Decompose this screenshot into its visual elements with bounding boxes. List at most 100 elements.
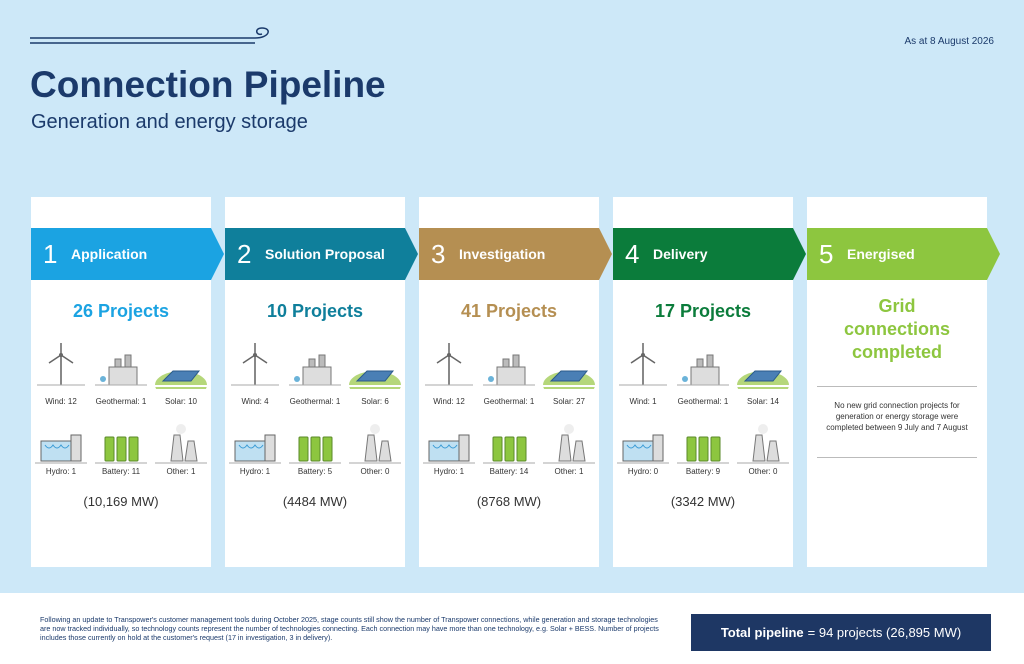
icon-shape	[176, 424, 186, 434]
stage-arrow	[793, 228, 806, 280]
icon-shape	[758, 424, 768, 434]
icon-shape	[558, 434, 572, 462]
icon-shape	[322, 436, 333, 462]
tech-icon	[95, 354, 147, 386]
icon-shape	[488, 376, 494, 382]
tech-icon	[231, 343, 279, 386]
date: As at 8 August 2026	[904, 36, 994, 47]
icon-shape	[549, 370, 589, 382]
stage-number: 1	[43, 238, 58, 269]
stage-card: 3 Investigation 41 Projects Wind: 12 Geother…	[419, 197, 612, 567]
icon-shape	[302, 366, 332, 386]
header-swirl	[30, 27, 269, 44]
icon-shape	[504, 436, 515, 462]
tech-label: Other: 1	[554, 467, 584, 476]
icon-shape	[155, 385, 207, 387]
icon-shape	[161, 370, 201, 382]
tech-icon	[289, 354, 341, 386]
tech-label: Geothermal: 1	[677, 397, 729, 406]
stage-number: 3	[431, 238, 446, 269]
stage-banner: 2 Solution Proposal	[225, 228, 405, 280]
icon-shape	[737, 385, 789, 387]
stage-banner: 3 Investigation	[419, 228, 599, 280]
icon-shape	[706, 354, 714, 368]
icon-shape	[696, 358, 704, 368]
stage-banner: 1 Application	[31, 228, 211, 280]
stage-number: 4	[625, 238, 640, 269]
tech-icon	[349, 424, 401, 464]
tech-label: Battery: 9	[685, 467, 721, 476]
tech-label: Wind: 4	[241, 397, 269, 406]
icon-shape	[100, 376, 106, 382]
icon-shape	[104, 436, 115, 462]
icon-shape	[308, 358, 316, 368]
icon-shape	[370, 424, 380, 434]
icon-shape	[253, 353, 257, 357]
icon-shape	[626, 444, 652, 449]
icon-shape	[294, 376, 300, 382]
icon-shape	[710, 436, 721, 462]
tech-label: Battery: 11	[101, 467, 141, 476]
title: Connection Pipeline	[30, 64, 386, 105]
tech-label: Other: 0	[360, 467, 390, 476]
tech-label: Wind: 1	[629, 397, 657, 406]
tech-icon	[155, 424, 207, 464]
total-label: Total pipeline	[720, 625, 804, 640]
icon-shape	[238, 444, 264, 449]
total-value: = 94 projects (26,895 MW)	[807, 625, 962, 640]
icon-shape	[512, 354, 520, 368]
stage-card: 4 Delivery 17 Projects Wind: 1 Geothermal: 1…	[613, 197, 806, 567]
total-box: Total pipeline = 94 projects (26,895 MW)	[691, 614, 991, 651]
tech-label: Hydro: 1	[45, 467, 77, 476]
tech-icon	[35, 434, 87, 464]
stage-name: Application	[71, 246, 148, 262]
tech-icon	[737, 370, 789, 389]
tech-label: Other: 0	[748, 467, 778, 476]
icon-shape	[652, 434, 664, 462]
icon-shape	[572, 440, 586, 462]
tech-label: Solar: 10	[164, 397, 198, 406]
icon-shape	[124, 354, 132, 368]
tech-icon	[229, 434, 281, 464]
project-count: 17 Projects	[654, 301, 752, 321]
stage-arrow	[987, 228, 1000, 280]
stage-name: Delivery	[653, 246, 708, 262]
icon-shape	[298, 436, 309, 462]
stage-number: 2	[237, 238, 252, 269]
icon-shape	[447, 353, 451, 357]
icon-shape	[116, 436, 127, 462]
tech-label: Hydro: 1	[433, 467, 465, 476]
icon-shape	[690, 366, 720, 386]
tech-label: Solar: 14	[746, 397, 780, 406]
icon-shape	[70, 434, 82, 462]
icon-shape	[432, 444, 458, 449]
stage-card: 2 Solution Proposal 10 Projects Wind: 4 Geot…	[225, 197, 418, 567]
icon-shape	[378, 440, 392, 462]
tech-icon	[483, 354, 535, 386]
capacity: (3342 MW)	[670, 494, 736, 509]
icon-shape	[682, 376, 688, 382]
tech-icon	[483, 436, 535, 464]
tech-icon	[349, 370, 401, 389]
icon-shape	[364, 434, 378, 462]
tech-icon	[425, 343, 473, 386]
stage-name: Energised	[847, 246, 915, 262]
icon-shape	[184, 440, 198, 462]
capacity: (8768 MW)	[476, 494, 542, 509]
icon-shape	[686, 436, 697, 462]
divider	[817, 457, 977, 458]
icon-shape	[743, 370, 783, 382]
tech-icon	[619, 343, 667, 386]
tech-icon	[737, 424, 789, 464]
footer-note: Following an update to Transpower's cust…	[40, 615, 659, 642]
icon-shape	[44, 444, 70, 449]
tech-icon	[289, 436, 341, 464]
tech-label: Hydro: 1	[239, 467, 271, 476]
icon-shape	[766, 440, 780, 462]
subtitle: Generation and energy storage	[31, 111, 308, 133]
tech-label: Other: 1	[166, 467, 196, 476]
divider	[817, 386, 977, 387]
icon-shape	[492, 436, 503, 462]
icon-shape	[108, 366, 138, 386]
stage-arrow	[211, 228, 224, 280]
